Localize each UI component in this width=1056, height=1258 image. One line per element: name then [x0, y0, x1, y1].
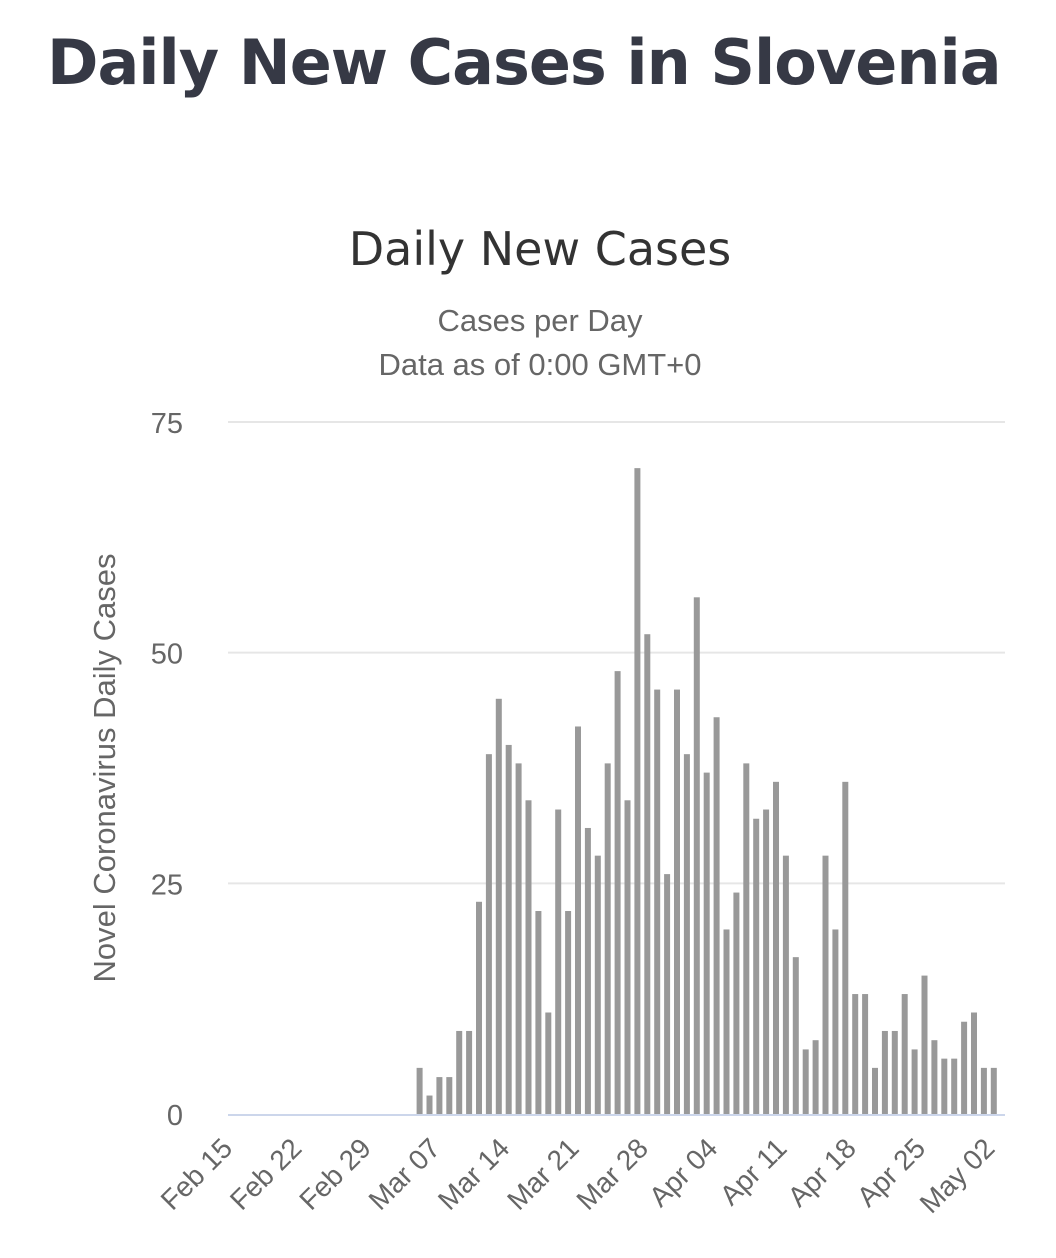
bar [802, 1049, 809, 1114]
bar [980, 1067, 987, 1114]
bar [961, 1021, 968, 1114]
x-tick-label: May 02 [914, 1132, 1001, 1219]
bar [654, 689, 661, 1114]
bar [862, 994, 869, 1114]
bar [763, 809, 770, 1114]
chart-title: Daily New Cases [348, 222, 732, 276]
bar [485, 754, 492, 1114]
bar [525, 800, 532, 1114]
y-tick-label: 25 [151, 869, 183, 901]
bar [990, 1067, 997, 1114]
bar [881, 1030, 888, 1114]
bar [584, 827, 591, 1114]
bar [535, 911, 542, 1114]
bar [733, 892, 740, 1114]
bar [634, 468, 641, 1115]
bar [664, 874, 671, 1114]
bar [416, 1067, 423, 1114]
bar [505, 744, 512, 1114]
bar [515, 763, 522, 1114]
bar [565, 911, 572, 1114]
bar [466, 1030, 473, 1114]
bar [644, 634, 651, 1114]
page-title: Daily New Cases in Slovenia [47, 26, 1002, 99]
y-tick-label: 75 [151, 408, 183, 440]
x-tick-label: Mar 28 [570, 1132, 654, 1216]
bar [604, 763, 611, 1114]
bar [832, 929, 839, 1114]
bar [753, 818, 760, 1114]
bar [723, 929, 730, 1114]
y-tick-label: 50 [151, 639, 183, 671]
bar [426, 1095, 433, 1114]
bar [456, 1030, 463, 1114]
bar [951, 1058, 958, 1114]
x-tick-label: Feb 22 [224, 1132, 308, 1216]
bar [446, 1077, 453, 1114]
bar [436, 1077, 443, 1114]
bar [852, 994, 859, 1114]
bar [575, 726, 581, 1114]
bar [624, 800, 631, 1114]
chart-subtitle: Cases per Day [437, 303, 643, 338]
chart-subtitle-date: Data as of 0:00 GMT+0 [378, 347, 702, 382]
bar [545, 1012, 552, 1114]
bar [713, 717, 720, 1114]
bar [921, 975, 928, 1114]
y-axis-label: Novel Coronavirus Daily Cases [87, 554, 122, 983]
bar [555, 809, 562, 1114]
bar [594, 855, 601, 1114]
bar [872, 1067, 878, 1114]
bar [703, 772, 710, 1114]
bar [941, 1058, 948, 1114]
bar [842, 781, 849, 1114]
bar [693, 597, 700, 1114]
bar [773, 781, 779, 1114]
x-tick-label: Feb 29 [293, 1132, 377, 1216]
bar [931, 1040, 938, 1114]
bar [743, 763, 750, 1114]
bar [901, 994, 908, 1114]
bar [911, 1049, 918, 1114]
x-tick-label: Mar 14 [432, 1132, 516, 1216]
x-tick-label: Apr 18 [782, 1132, 862, 1212]
bar [792, 957, 799, 1114]
bar [683, 754, 690, 1114]
x-tick-label: Apr 11 [714, 1132, 793, 1211]
x-tick-label: Mar 21 [501, 1132, 585, 1216]
y-tick-label: 0 [167, 1100, 183, 1132]
bar [495, 698, 502, 1114]
x-tick-label: Apr 04 [643, 1132, 723, 1212]
bar [674, 689, 680, 1114]
bar [782, 855, 789, 1114]
x-tick-label: Feb 15 [155, 1132, 239, 1216]
bar [812, 1040, 819, 1114]
bar [971, 1012, 977, 1114]
bar [822, 855, 829, 1114]
bar [891, 1030, 898, 1114]
x-tick-label: Mar 07 [363, 1132, 447, 1216]
bar [476, 901, 482, 1114]
bar [614, 671, 621, 1114]
